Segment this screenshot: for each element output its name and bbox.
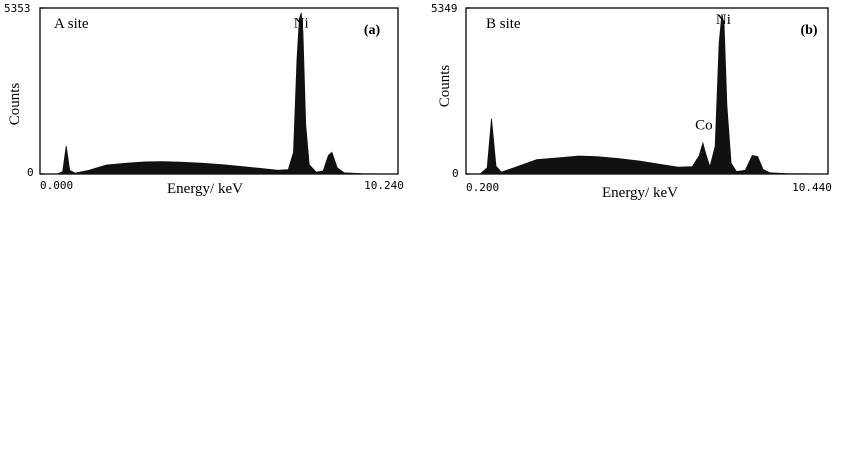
panel-b-xlabel: Energy/ keV — [602, 185, 678, 201]
panel-b: 5349 Counts 0 B site (b) Ni Co 0.200 Ene… — [431, 2, 832, 201]
panel-a-ytick-max: 5353 — [4, 2, 31, 15]
panel-a-xlabel: Energy/ keV — [167, 181, 243, 197]
panel-a-xtick-min: 0.000 — [40, 179, 73, 192]
panel-b-spectrum-area — [466, 14, 829, 175]
panel-a: 5353 Counts 0 A site (a) Ni 0.000 Energy… — [4, 2, 404, 197]
panel-b-site-label: B site — [486, 16, 521, 32]
panel-a-plot-frame — [39, 7, 399, 175]
panel-b-plot-frame — [465, 7, 829, 175]
panel-b-ytick-max: 5349 — [431, 2, 458, 15]
panel-b-xtick-max: 10.440 — [792, 181, 832, 194]
panel-a-panel-label: (a) — [364, 23, 381, 38]
panel-a-peak-label-ni: Ni — [294, 15, 309, 31]
panel-b-peak-label-co: Co — [695, 118, 713, 134]
panel-a-site-label: A site — [54, 16, 89, 32]
panel-b-ylabel: Counts — [437, 65, 453, 108]
panel-a-xtick-max: 10.240 — [364, 179, 404, 192]
panel-b-xtick-min: 0.200 — [466, 181, 499, 194]
panel-a-ytick-zero: 0 — [27, 166, 34, 179]
panel-b-ytick-zero: 0 — [452, 167, 459, 180]
panel-a-ylabel: Counts — [7, 83, 23, 126]
panel-a-spectrum-area — [40, 12, 399, 175]
panel-b-panel-label: (b) — [800, 23, 817, 38]
panel-b-peak-label-ni: Ni — [716, 12, 731, 28]
